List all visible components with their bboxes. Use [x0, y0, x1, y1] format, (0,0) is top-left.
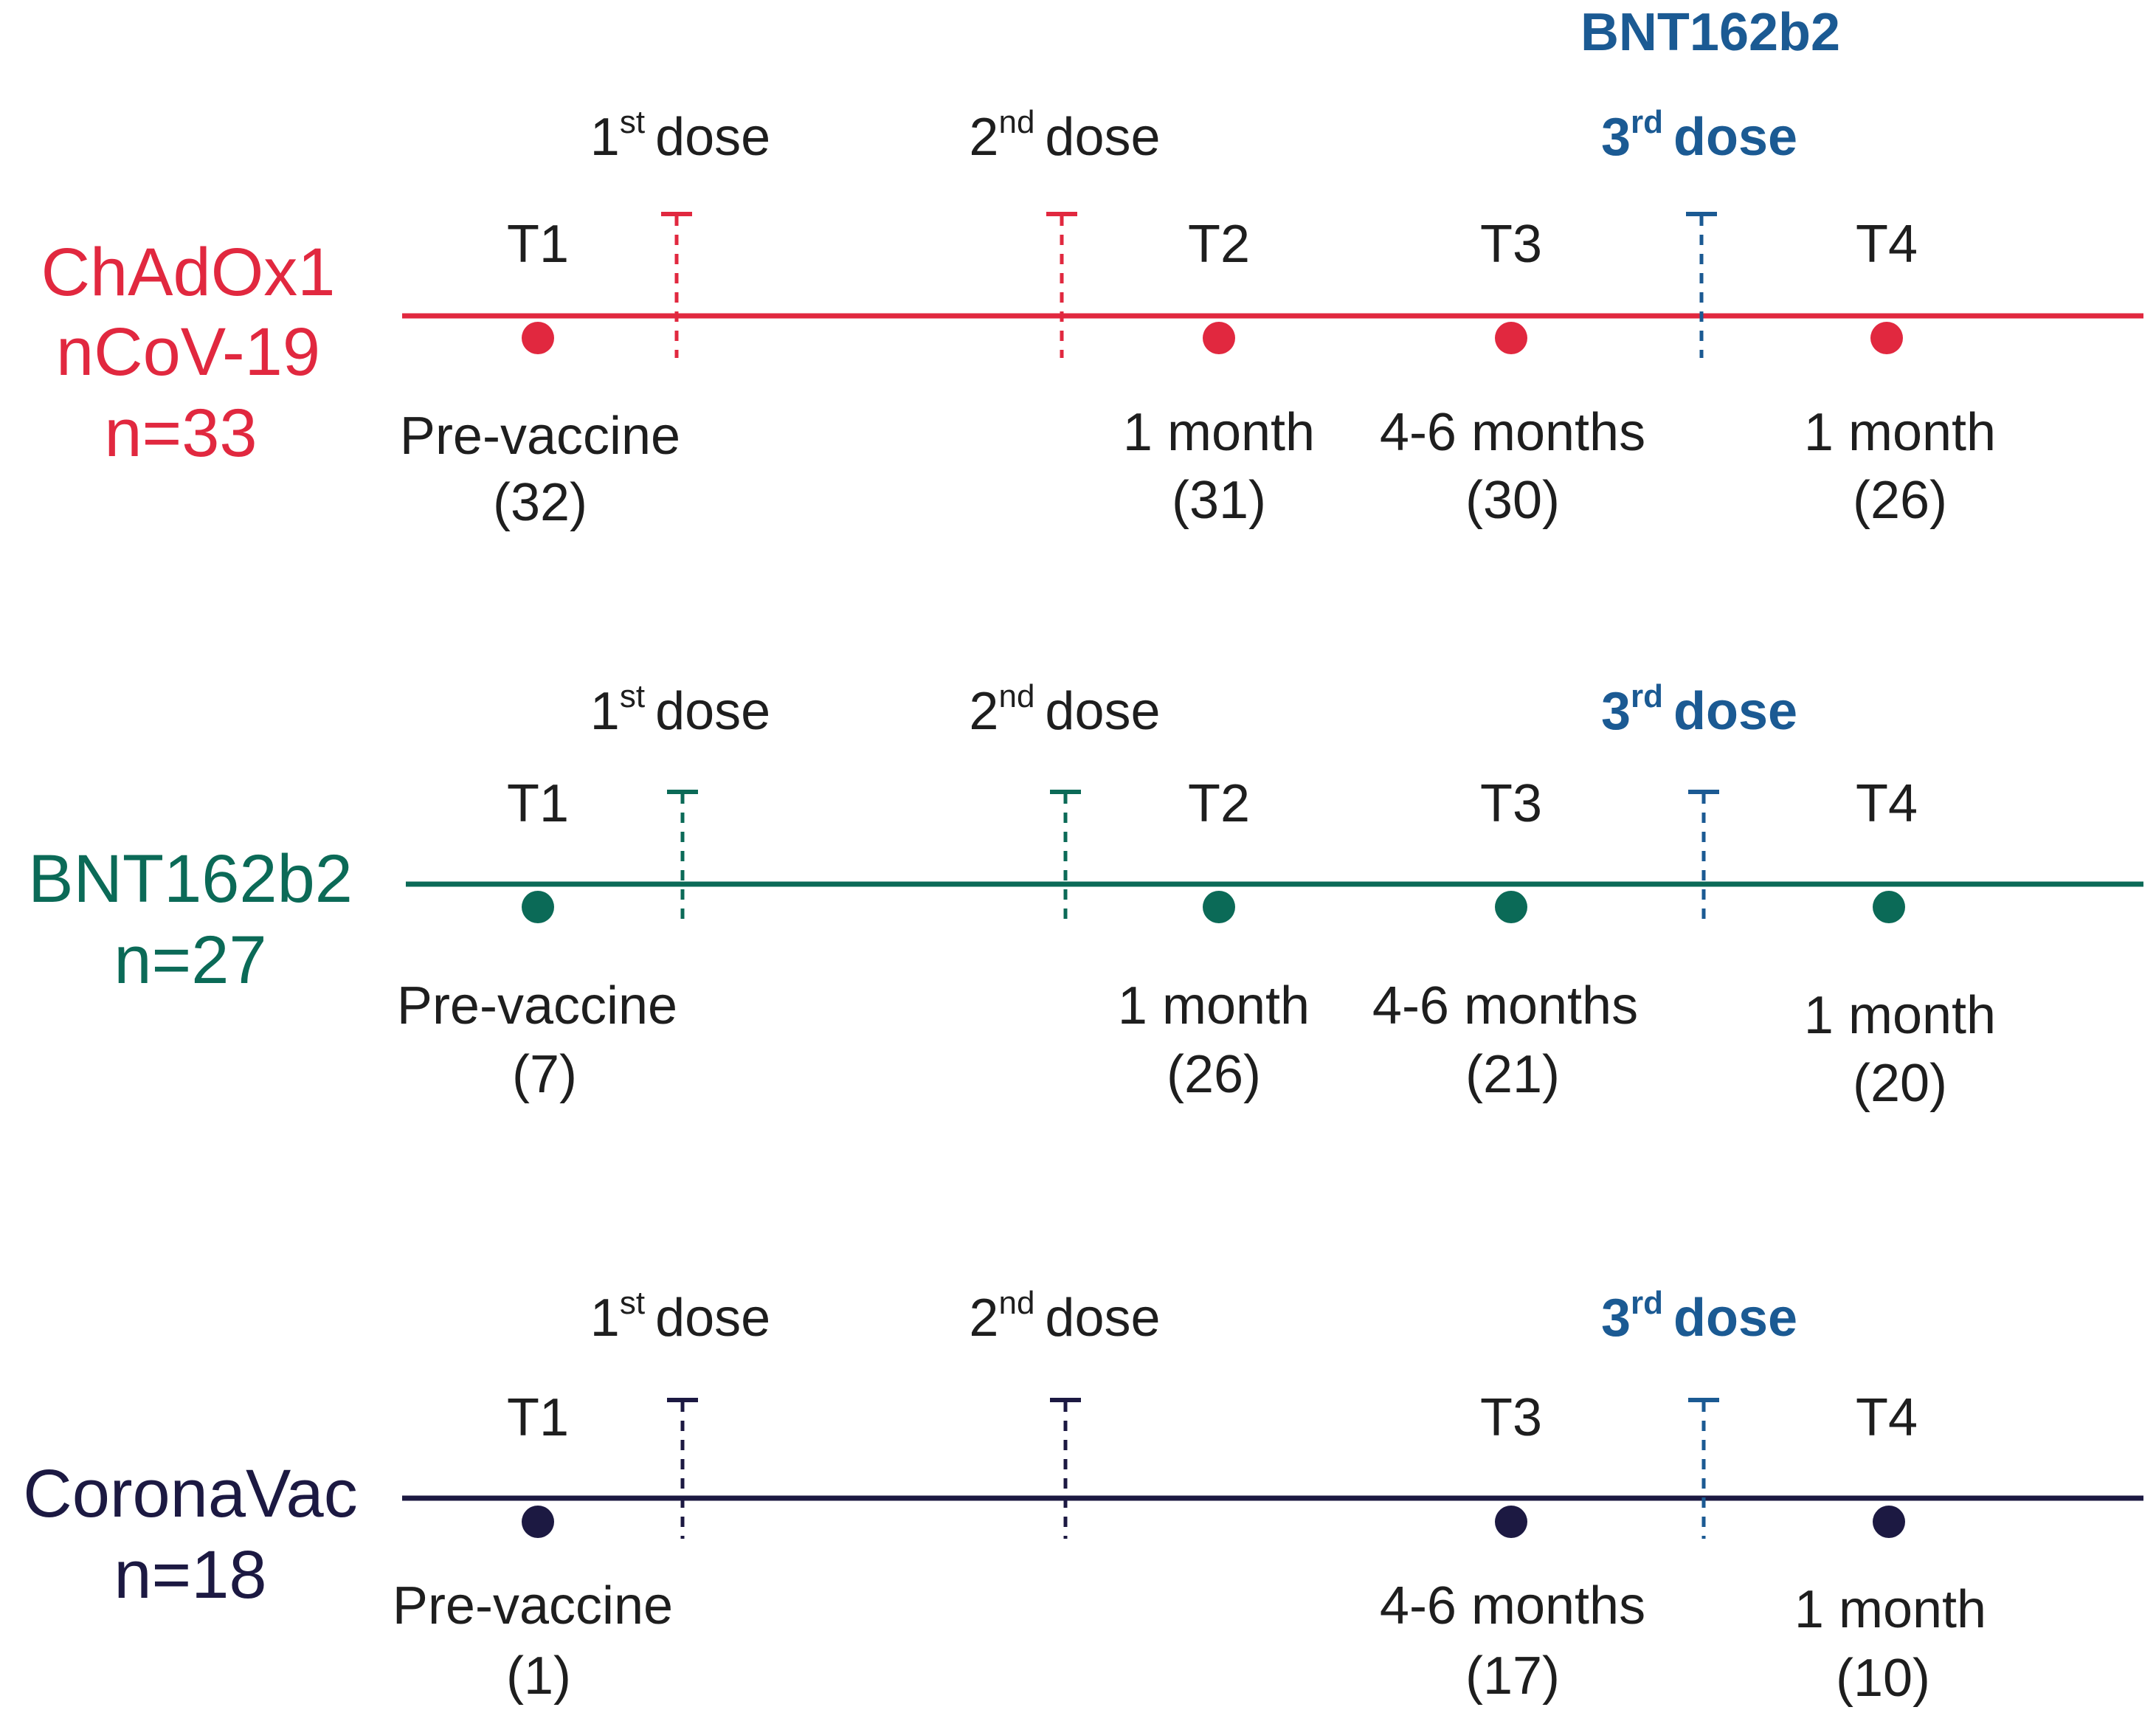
timepoint-label: T1	[507, 1388, 569, 1447]
sample-count: (10)	[1836, 1649, 1930, 1708]
timepoint-label: T2	[1188, 215, 1250, 274]
first-dose-marker	[667, 790, 698, 923]
timepoint-label: T3	[1480, 1388, 1542, 1447]
cohort-name-line: ChAdOx1	[41, 235, 336, 310]
cohort-bnt162b2: BNT162b2 n=27 1st dose 2nd dose 3rd dose T1…	[28, 678, 2143, 1113]
sample-count: (1)	[506, 1647, 571, 1706]
timepoint-description: 1 month	[1794, 1580, 1986, 1639]
timepoint-dot	[522, 322, 554, 354]
timepoint-label: T4	[1856, 774, 1918, 833]
timepoint-description: Pre-vaccine	[400, 407, 680, 466]
sample-count: (17)	[1465, 1647, 1560, 1706]
timepoint-description: 4-6 months	[1372, 976, 1638, 1035]
second-dose-marker	[1050, 1398, 1081, 1539]
cohort-name-line: nCoV-19	[56, 314, 320, 390]
third-dose-marker	[1688, 1398, 1719, 1539]
timepoint-label: T4	[1856, 215, 1918, 274]
third-dose-label: 3rd dose	[1601, 1285, 1797, 1348]
third-dose-label: 3rd dose	[1601, 678, 1797, 741]
timepoint-label: T3	[1480, 774, 1542, 833]
timepoint-dot	[522, 1506, 554, 1538]
second-dose-marker	[1046, 212, 1077, 358]
timepoint-dot	[1873, 891, 1905, 923]
timepoint-label: T1	[507, 215, 569, 274]
timepoint-description: 1 month	[1804, 403, 1996, 462]
first-dose-marker	[667, 1398, 698, 1539]
sample-count: (26)	[1853, 471, 1947, 530]
second-dose-label: 2nd dose	[969, 678, 1160, 741]
timepoint-description: 1 month	[1804, 986, 1996, 1045]
timepoint-dot	[1495, 1506, 1527, 1538]
timepoint-dot	[1203, 322, 1235, 354]
sample-count: (7)	[512, 1045, 577, 1104]
third-dose-label: 3rd dose	[1601, 104, 1797, 167]
timepoint-description: 4-6 months	[1380, 1576, 1645, 1635]
timepoint-description: 4-6 months	[1380, 403, 1645, 462]
cohort-size: n=33	[104, 396, 257, 471]
timepoint-dot	[1495, 891, 1527, 923]
timepoint-label: T3	[1480, 215, 1542, 274]
cohort-size: n=18	[114, 1537, 266, 1613]
third-dose-marker	[1688, 790, 1719, 923]
third-dose-marker	[1686, 212, 1717, 358]
second-dose-marker	[1050, 790, 1081, 923]
sample-count: (26)	[1167, 1045, 1261, 1104]
first-dose-label: 1st dose	[590, 104, 770, 167]
timepoint-dot	[1870, 322, 1903, 354]
timepoint-description: 1 month	[1118, 976, 1310, 1035]
cohort-name-line: BNT162b2	[28, 841, 353, 917]
sample-count: (32)	[493, 473, 587, 532]
timepoint-label: T2	[1188, 774, 1250, 833]
first-dose-label: 1st dose	[590, 1285, 770, 1348]
cohort-size: n=27	[114, 923, 266, 998]
sample-count: (31)	[1172, 471, 1266, 530]
cohort-coronavac: CoronaVac n=18 1st dose 2nd dose 3rd dose T…	[23, 1285, 2143, 1708]
timepoint-dot	[1495, 322, 1527, 354]
first-dose-marker	[661, 212, 692, 358]
timepoint-dot	[1873, 1506, 1905, 1538]
sample-count: (30)	[1465, 471, 1560, 530]
cohort-chadox1: ChAdOx1 nCoV-19 n=33 1st dose 2nd dose 3rd…	[41, 104, 2143, 532]
second-dose-label: 2nd dose	[969, 104, 1160, 167]
timepoint-label: T1	[507, 774, 569, 833]
timepoint-label: T4	[1856, 1388, 1918, 1447]
timepoint-dot	[522, 891, 554, 923]
timepoint-dot	[1203, 891, 1235, 923]
sample-count: (20)	[1853, 1054, 1947, 1113]
cohort-name-line: CoronaVac	[23, 1456, 357, 1531]
timepoint-description: Pre-vaccine	[393, 1576, 673, 1635]
sample-count: (21)	[1465, 1045, 1560, 1104]
timepoint-description: 1 month	[1123, 403, 1315, 462]
second-dose-label: 2nd dose	[969, 1285, 1160, 1348]
first-dose-label: 1st dose	[590, 678, 770, 741]
booster-brand-label: BNT162b2	[1580, 3, 1840, 62]
timepoint-description: Pre-vaccine	[397, 976, 677, 1035]
